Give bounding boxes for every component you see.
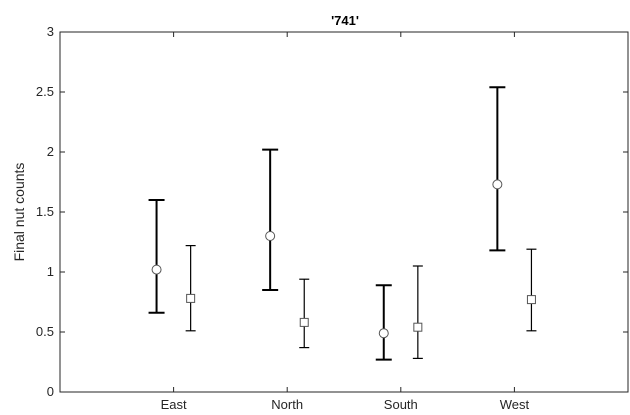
plot-box — [59, 31, 629, 393]
data-point-circle — [151, 264, 162, 275]
y-tick-label: 1 — [47, 264, 54, 279]
x-axis-ticks: East North South West — [161, 32, 530, 412]
y-tick-label: 2.5 — [36, 84, 54, 99]
data-point-square — [186, 293, 196, 303]
y-tick-label: 0 — [47, 384, 54, 399]
y-tick-label: 0.5 — [36, 324, 54, 339]
x-tick-label-south: South — [384, 397, 418, 412]
data-point-square — [413, 322, 423, 332]
y-tick-label: 2 — [47, 144, 54, 159]
x-tick-label-north: North — [271, 397, 303, 412]
x-tick-label-east: East — [161, 397, 187, 412]
series-2 — [185, 245, 537, 359]
chart-title: '741' — [331, 13, 359, 28]
series-1 — [148, 86, 506, 361]
y-axis-ticks: 0 0.5 1 1.5 2 2.5 3 — [36, 24, 628, 399]
data-point-circle — [492, 179, 503, 190]
x-tick-label-west: West — [500, 397, 530, 412]
data-point-square — [299, 317, 309, 327]
y-axis-label: Final nut counts — [11, 163, 27, 262]
y-tick-label: 3 — [47, 24, 54, 39]
data-point-square — [526, 295, 536, 305]
series-layer — [148, 86, 537, 361]
data-point-circle — [265, 231, 276, 241]
data-point-circle — [378, 328, 389, 339]
y-tick-label: 1.5 — [36, 204, 54, 219]
